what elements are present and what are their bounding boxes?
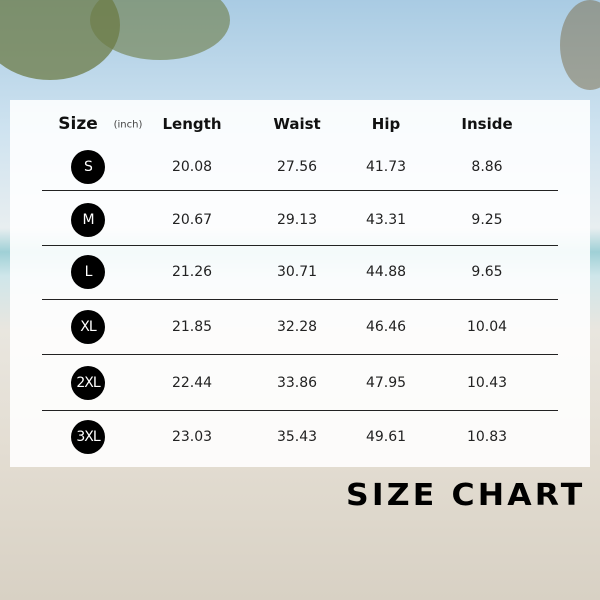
table-cell: 20.08 bbox=[171, 159, 213, 175]
table-cell: 9.65 bbox=[471, 264, 503, 280]
size-badge: XL bbox=[71, 310, 105, 344]
size-badge: M bbox=[71, 203, 105, 237]
table-cell: 21.26 bbox=[171, 264, 213, 280]
column-header: Inside bbox=[461, 115, 513, 133]
row-divider bbox=[42, 354, 558, 355]
table-cell: 21.85 bbox=[171, 319, 213, 335]
table-cell: 46.46 bbox=[365, 319, 407, 335]
size-badge: 2XL bbox=[71, 366, 105, 400]
table-cell: 41.73 bbox=[365, 159, 407, 175]
column-header: Hip bbox=[371, 115, 401, 133]
row-divider bbox=[42, 299, 558, 300]
size-badge: S bbox=[71, 150, 105, 184]
table-cell: 10.83 bbox=[466, 429, 508, 445]
table-cell: 30.71 bbox=[276, 264, 318, 280]
size-badge: L bbox=[71, 255, 105, 289]
table-cell: 33.86 bbox=[276, 375, 318, 391]
table-cell: 9.25 bbox=[471, 212, 503, 228]
size-table: Size (inch) Length Waist Hip Inside S 20.08 27.5… bbox=[10, 100, 590, 467]
unit-label: (inch) bbox=[113, 119, 143, 131]
size-chart-title: SIZE CHART bbox=[346, 478, 586, 513]
palm-foliage bbox=[560, 0, 600, 90]
row-divider bbox=[42, 410, 558, 411]
table-cell: 10.43 bbox=[466, 375, 508, 391]
table-cell: 22.44 bbox=[171, 375, 213, 391]
size-header: Size bbox=[58, 114, 98, 134]
column-header: Waist bbox=[273, 115, 321, 133]
table-cell: 32.28 bbox=[276, 319, 318, 335]
table-cell: 43.31 bbox=[365, 212, 407, 228]
table-cell: 8.86 bbox=[471, 159, 503, 175]
table-cell: 49.61 bbox=[365, 429, 407, 445]
table-cell: 29.13 bbox=[276, 212, 318, 228]
table-cell: 10.04 bbox=[466, 319, 508, 335]
row-divider bbox=[42, 190, 558, 191]
row-divider bbox=[42, 245, 558, 246]
table-cell: 23.03 bbox=[171, 429, 213, 445]
table-cell: 27.56 bbox=[276, 159, 318, 175]
table-cell: 47.95 bbox=[365, 375, 407, 391]
table-cell: 35.43 bbox=[276, 429, 318, 445]
column-header: Length bbox=[162, 115, 222, 133]
table-cell: 20.67 bbox=[171, 212, 213, 228]
table-cell: 44.88 bbox=[365, 264, 407, 280]
size-badge: 3XL bbox=[71, 420, 105, 454]
